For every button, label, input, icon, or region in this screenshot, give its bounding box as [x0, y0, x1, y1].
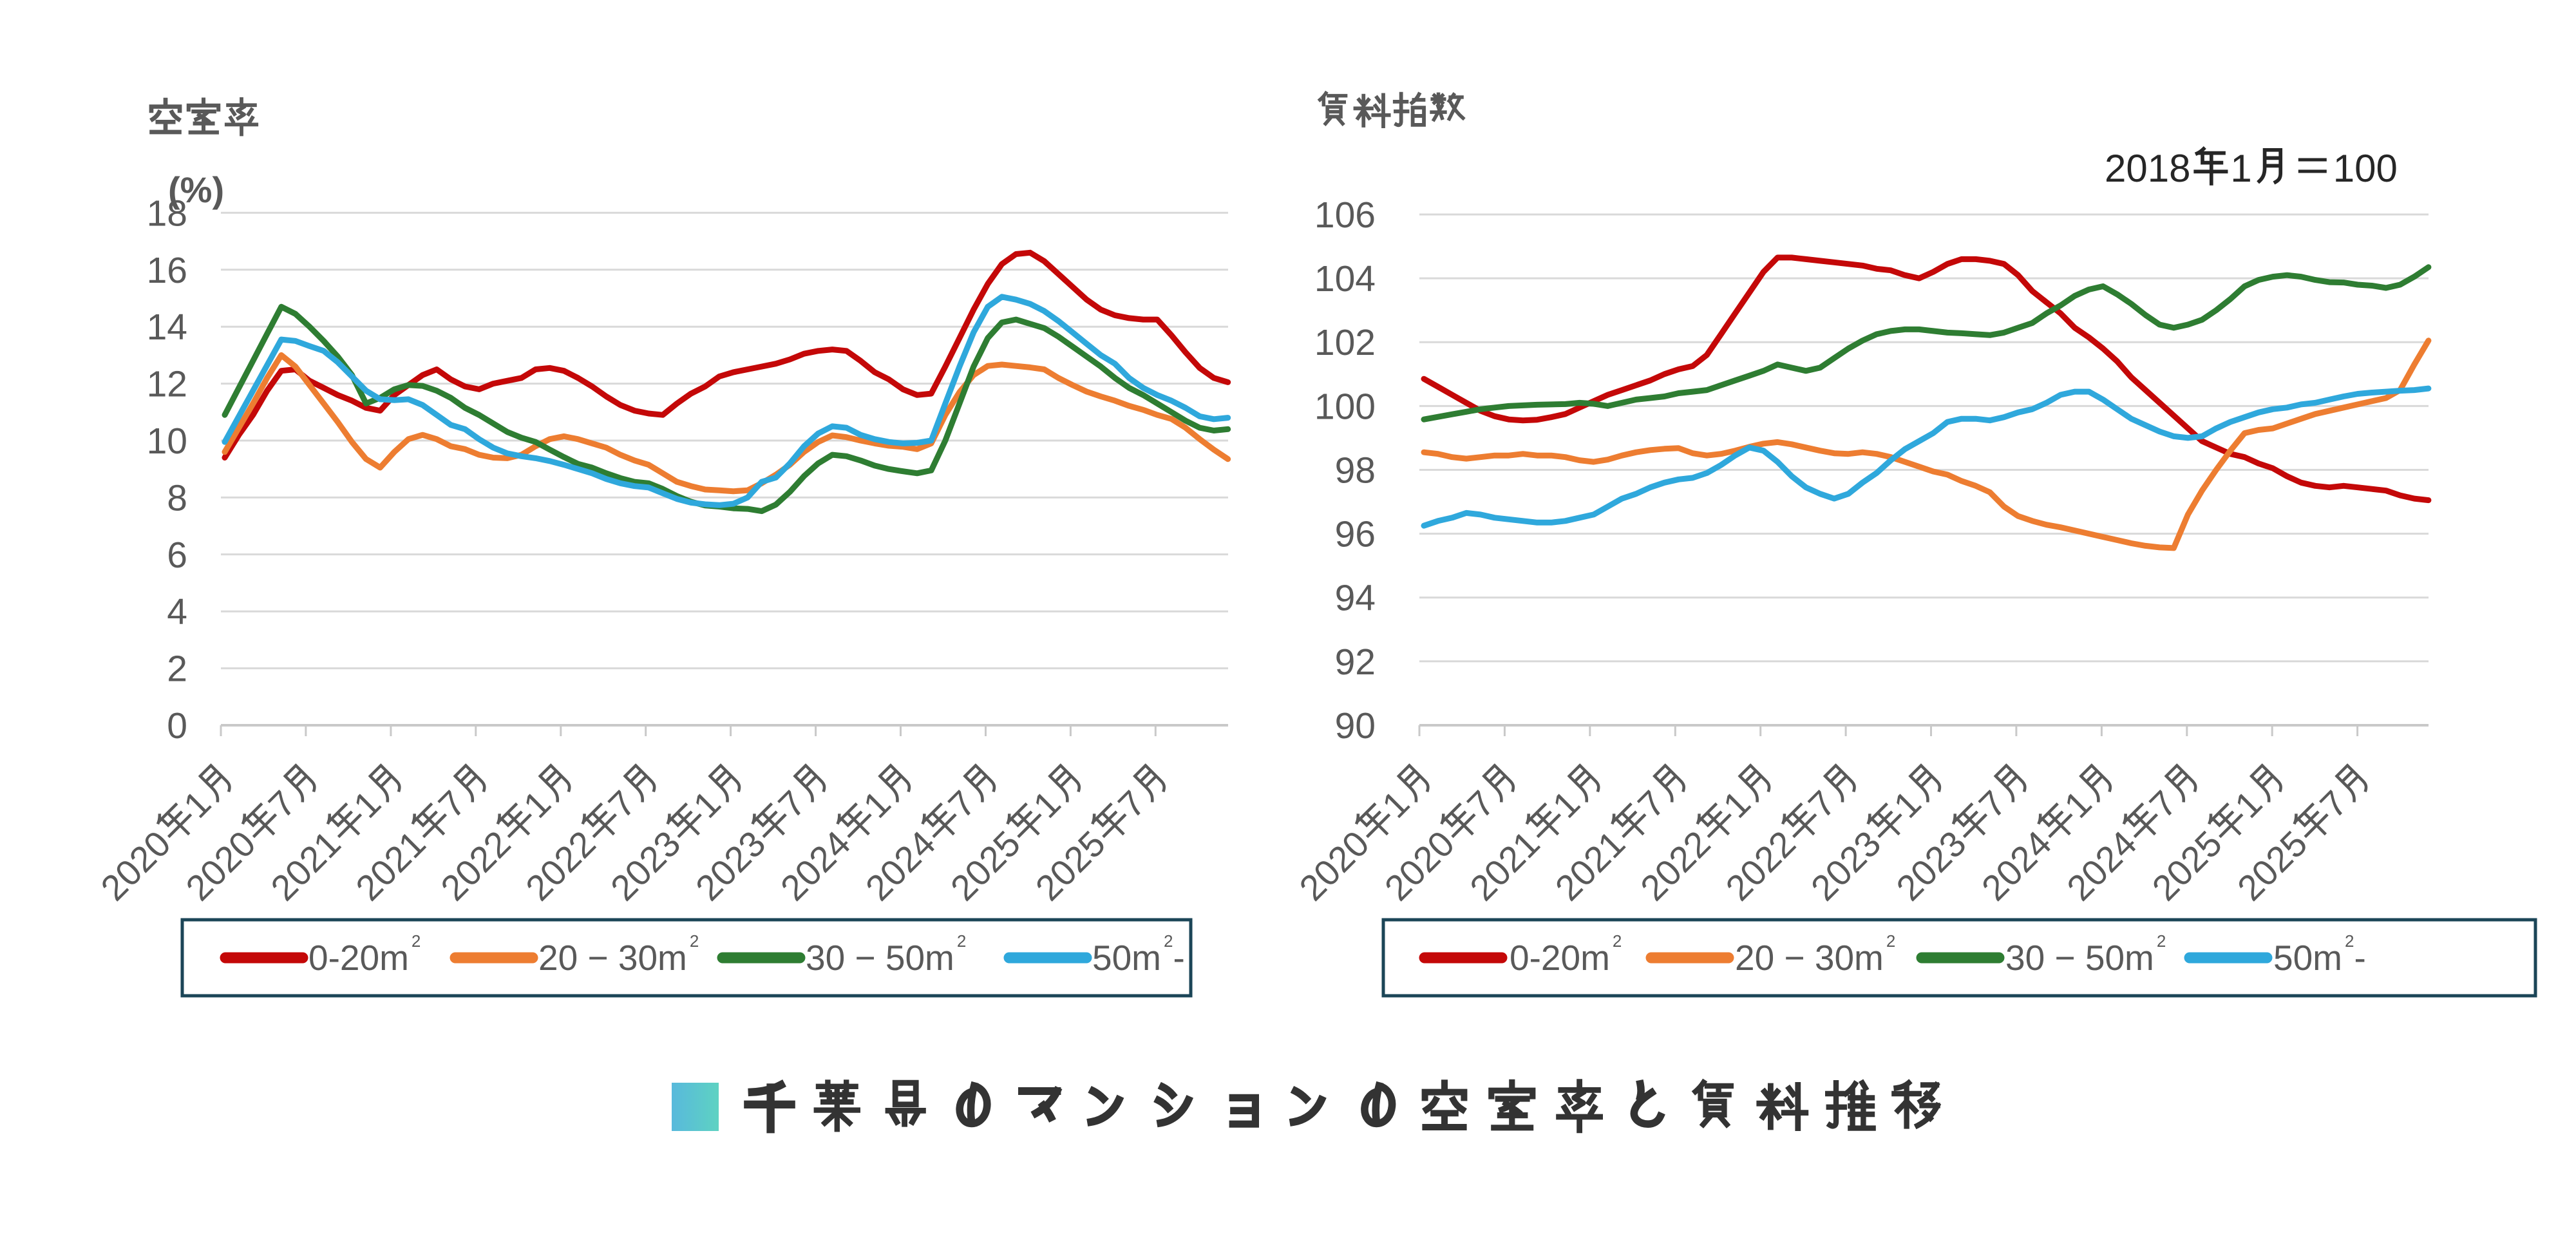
svg-text:14: 14	[147, 307, 187, 348]
svg-text:16: 16	[147, 250, 187, 291]
svg-text:106: 106	[1314, 195, 1376, 236]
svg-text:100: 100	[2333, 147, 2398, 190]
svg-text:96: 96	[1335, 514, 1376, 555]
svg-text:104: 104	[1314, 258, 1376, 299]
svg-text:0: 0	[167, 705, 187, 746]
svg-text:6: 6	[167, 535, 187, 576]
svg-text:2018: 2018	[2105, 147, 2190, 190]
svg-text:98: 98	[1335, 450, 1376, 491]
svg-text:1: 1	[2230, 147, 2251, 190]
svg-text:94: 94	[1335, 578, 1376, 619]
svg-text:12: 12	[147, 364, 187, 405]
svg-text:100: 100	[1314, 386, 1376, 427]
svg-text:2: 2	[167, 649, 187, 690]
svg-text:92: 92	[1335, 642, 1376, 683]
svg-text:10: 10	[147, 421, 187, 462]
svg-text:(%): (%)	[168, 169, 224, 210]
svg-text:90: 90	[1335, 705, 1376, 746]
svg-text:18: 18	[147, 193, 187, 234]
svg-text:4: 4	[167, 591, 187, 632]
svg-text:8: 8	[167, 477, 187, 518]
svg-text:102: 102	[1314, 322, 1376, 363]
